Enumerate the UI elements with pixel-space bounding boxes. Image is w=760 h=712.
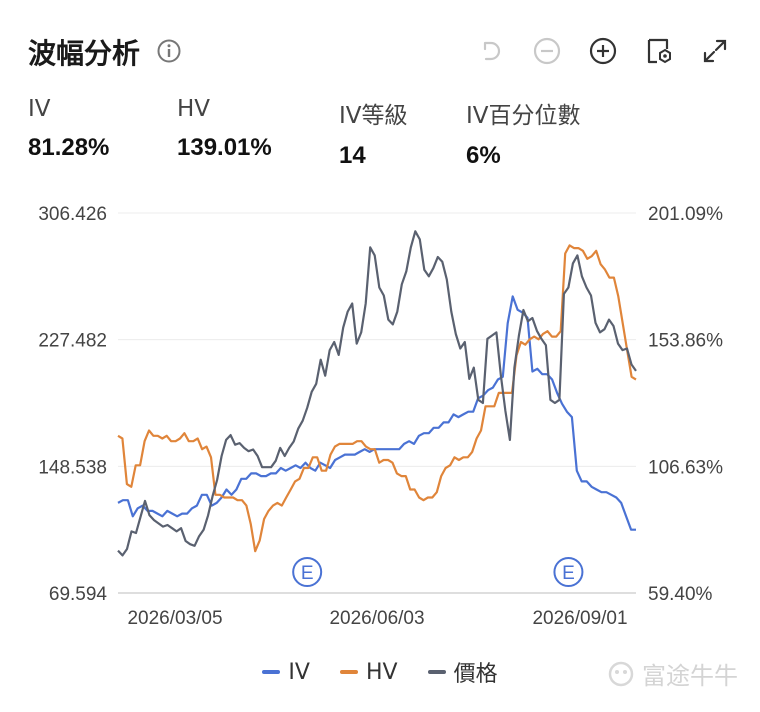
series-line-HV[interactable] xyxy=(117,244,637,553)
brand-logo-icon xyxy=(608,661,634,686)
x-axis-tick: 2026/03/05 xyxy=(127,608,222,629)
metric-value: 14 xyxy=(339,142,366,169)
info-icon[interactable] xyxy=(156,38,182,69)
legend-item-iv[interactable]: IV xyxy=(262,656,310,688)
earnings-marker[interactable] xyxy=(292,557,323,587)
undo-icon[interactable] xyxy=(474,34,508,68)
metric-value: 139.01% xyxy=(177,134,272,161)
page-title: 波幅分析 xyxy=(28,37,141,70)
legend-item-hv[interactable]: HV xyxy=(339,656,398,688)
metric-value: 6% xyxy=(466,142,501,169)
metric-iv-percentile: IV百分位數 6% xyxy=(466,96,581,170)
metric-iv-rank: IV等級 14 xyxy=(339,96,408,170)
series-line-IV[interactable] xyxy=(117,295,636,531)
earnings-marker[interactable] xyxy=(553,557,584,587)
earnings-marker-label: E xyxy=(301,563,314,584)
legend-swatch xyxy=(262,670,281,674)
right-axis-tick: 153.86% xyxy=(648,331,723,352)
legend-label: 價格 xyxy=(453,662,498,687)
metric-label: IV等級 xyxy=(339,103,408,129)
legend-swatch xyxy=(427,670,446,674)
metric-label: HV xyxy=(177,96,211,122)
left-axis-tick: 148.538 xyxy=(38,457,107,478)
metric-label: IV百分位數 xyxy=(466,103,581,129)
left-axis-tick: 227.482 xyxy=(38,331,107,352)
zoom-out-icon[interactable] xyxy=(530,34,564,68)
metric-iv: IV 81.28% xyxy=(28,96,109,162)
metric-label: IV xyxy=(28,96,51,122)
right-axis-tick: 106.63% xyxy=(648,457,723,478)
legend-label: IV xyxy=(288,659,310,685)
right-axis-tick: 201.09% xyxy=(648,204,723,225)
zoom-in-icon[interactable] xyxy=(586,34,620,68)
fullscreen-icon[interactable] xyxy=(698,34,732,68)
legend-item-price[interactable]: 價格 xyxy=(427,656,498,688)
metrics-row: IV 81.28% HV 139.01% IV等級 14 IV百分位數 6% xyxy=(28,96,728,169)
earnings-marker-label: E xyxy=(562,563,575,584)
legend-label: HV xyxy=(365,659,398,685)
x-axis-tick: 2026/09/01 xyxy=(532,608,627,629)
chart-legend: IV HV 價格 xyxy=(0,656,760,688)
x-axis-tick: 2026/06/03 xyxy=(329,608,424,629)
settings-icon[interactable] xyxy=(642,34,676,68)
left-axis-tick: 306.426 xyxy=(38,204,107,225)
metric-value: 81.28% xyxy=(28,134,110,161)
volatility-chart[interactable]: 306.426 201.09% 227.482 153.86% 148.538 106.6… xyxy=(0,190,760,640)
chart-toolbar xyxy=(474,34,732,68)
watermark-text: 富途牛牛 xyxy=(642,662,738,690)
watermark: 富途牛牛 xyxy=(606,656,738,691)
left-axis-tick: 69.594 xyxy=(49,584,108,605)
chart-header: 波幅分析 xyxy=(28,28,732,72)
metric-hv: HV 139.01% xyxy=(177,96,272,162)
legend-swatch xyxy=(339,670,358,674)
right-axis-tick: 59.40% xyxy=(648,584,713,605)
series-line-價格[interactable] xyxy=(117,230,637,557)
